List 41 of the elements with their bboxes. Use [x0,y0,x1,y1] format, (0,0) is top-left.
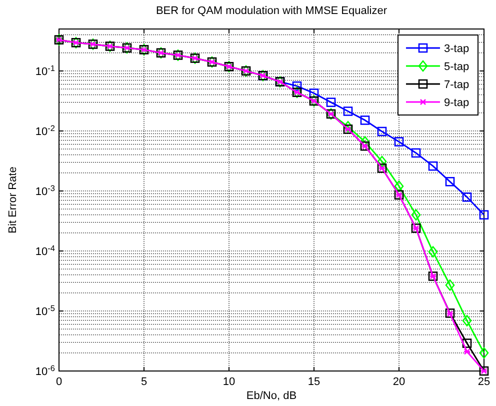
y-tick-label: 10$^{-4}$ [35,243,56,258]
point [377,156,387,168]
point [411,148,421,158]
point [377,126,387,136]
point [462,192,472,202]
point [445,176,455,186]
legend-label: 7-tap [444,79,470,91]
point [343,106,353,116]
y-tick-label: 10$^{-1}$ [35,63,56,78]
point [309,88,319,98]
point [343,120,353,132]
y-tick-label: 10$^{-6}$ [35,364,56,378]
y-axis-title: Bit Error Rate [7,166,19,234]
point [394,180,404,192]
x-tick-label: 20 [392,376,406,388]
y-tick-label: 10$^{-3}$ [35,183,56,198]
legend-label: 3-tap [444,43,470,55]
point [428,246,438,258]
point [462,338,472,348]
point [463,348,471,355]
point [326,98,336,107]
x-tick-label: 5 [140,376,148,388]
point [479,347,489,359]
x-tick-label: 25 [478,376,490,388]
point [462,315,472,326]
legend-label: 9-tap [444,97,470,109]
point [445,279,455,291]
legend-label: 5-tap [444,61,470,73]
point [479,210,489,220]
y-tick-label: 10$^{-5}$ [35,303,56,318]
point [411,209,421,220]
x-tick-label: 15 [308,376,320,388]
y-tick-label: 10$^{-2}$ [35,123,56,138]
point [428,161,438,171]
x-tick-label: 0 [56,376,62,388]
point [394,137,404,146]
x-tick-label: 10 [222,376,236,388]
x-axis-title: Eb/No, dB [246,390,297,402]
point [292,81,302,91]
chart-title: BER for QAM modulation with MMSE Equalizer [156,5,388,17]
point [360,116,370,125]
